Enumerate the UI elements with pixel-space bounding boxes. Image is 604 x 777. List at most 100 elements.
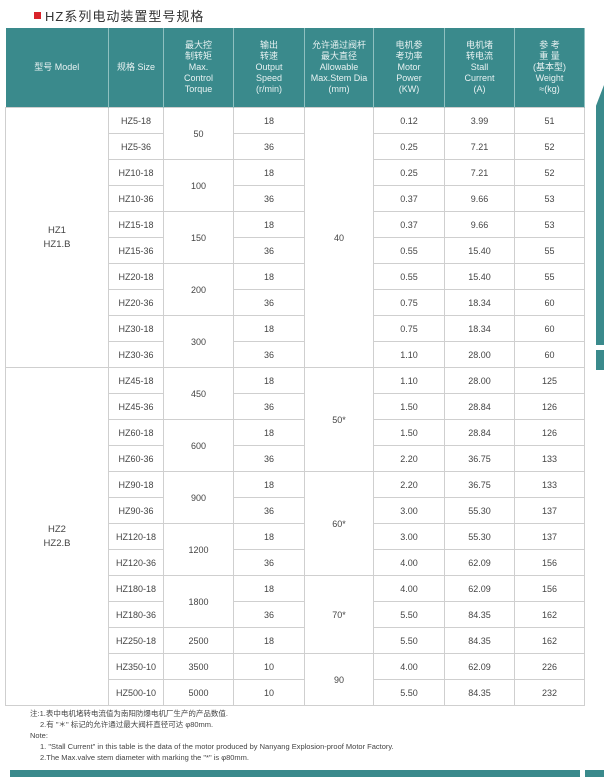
column-header: 电机堵 转电流 Stall Current (A) xyxy=(444,28,515,108)
speed-cell: 36 xyxy=(233,289,305,316)
table-row: HZ180-18 1800 18 70* 4.00 62.09 156 xyxy=(6,575,585,654)
size-cell: HZ90-18 xyxy=(108,471,164,498)
torque-cell: 150 xyxy=(163,211,234,264)
stem-dia-cell: 70* xyxy=(304,575,374,654)
side-decoration xyxy=(596,85,604,345)
power-cell: 1.10 xyxy=(373,367,445,394)
weight-cell: 60 xyxy=(514,315,585,342)
size-cell: HZ500-10 xyxy=(108,679,164,706)
power-cell: 3.00 xyxy=(373,523,445,550)
size-cell: HZ10-36 xyxy=(108,185,164,212)
column-header: 最大控 制转矩 Max. Control Torque xyxy=(163,28,234,108)
speed-cell: 36 xyxy=(233,549,305,576)
weight-cell: 125 xyxy=(514,367,585,394)
current-cell: 55.30 xyxy=(444,497,515,524)
table-row: HZ90-36 36 3.00 55.30 137 xyxy=(6,497,585,524)
current-cell: 7.21 xyxy=(444,159,515,186)
stem-dia-cell: 40 xyxy=(304,107,374,368)
current-cell: 15.40 xyxy=(444,263,515,290)
power-cell: 0.25 xyxy=(373,133,445,160)
power-cell: 0.25 xyxy=(373,159,445,186)
weight-cell: 60 xyxy=(514,341,585,368)
current-cell: 9.66 xyxy=(444,211,515,238)
speed-cell: 18 xyxy=(233,159,305,186)
table-row: HZ45-36 36 1.50 28.84 126 xyxy=(6,393,585,420)
speed-cell: 36 xyxy=(233,601,305,628)
current-cell: 18.34 xyxy=(444,289,515,316)
page-title: HZ系列电动装置型号规格 xyxy=(34,6,204,25)
current-cell: 36.75 xyxy=(444,471,515,498)
current-cell: 15.40 xyxy=(444,237,515,264)
current-cell: 62.09 xyxy=(444,653,515,680)
table-row: HZ15-18 150 18 0.37 9.66 53 xyxy=(6,211,585,264)
size-cell: HZ120-36 xyxy=(108,549,164,576)
weight-cell: 126 xyxy=(514,393,585,420)
speed-cell: 10 xyxy=(233,653,305,680)
weight-cell: 137 xyxy=(514,523,585,550)
table-row: HZ500-10 5000 10 5.50 84.35 232 xyxy=(6,679,585,706)
power-cell: 0.55 xyxy=(373,237,445,264)
weight-cell: 156 xyxy=(514,575,585,602)
weight-cell: 232 xyxy=(514,679,585,706)
stem-dia-cell: 60* xyxy=(304,471,374,576)
power-cell: 0.37 xyxy=(373,211,445,238)
size-cell: HZ180-18 xyxy=(108,575,164,602)
note-cn-1: 注:1.表中电机堵转电流值为南阳防爆电机厂生产的产品数值. xyxy=(30,709,228,718)
weight-cell: 162 xyxy=(514,627,585,654)
weight-cell: 52 xyxy=(514,159,585,186)
torque-cell: 900 xyxy=(163,471,234,524)
column-header: 规格 Size xyxy=(108,28,164,108)
current-cell: 28.00 xyxy=(444,367,515,394)
current-cell: 84.35 xyxy=(444,679,515,706)
speed-cell: 18 xyxy=(233,107,305,134)
speed-cell: 10 xyxy=(233,679,305,706)
weight-cell: 133 xyxy=(514,471,585,498)
power-cell: 2.20 xyxy=(373,471,445,498)
size-cell: HZ15-36 xyxy=(108,237,164,264)
size-cell: HZ45-18 xyxy=(108,367,164,394)
torque-cell: 1200 xyxy=(163,523,234,576)
power-cell: 5.50 xyxy=(373,627,445,654)
size-cell: HZ180-36 xyxy=(108,601,164,628)
note-cn-2: 2.有 "＊" 标记的允许通过最大阀杆直径可达 φ80mm. xyxy=(40,720,214,729)
model-cell: HZ1 HZ1.B xyxy=(5,107,109,368)
torque-cell: 50 xyxy=(163,107,234,160)
power-cell: 1.50 xyxy=(373,419,445,446)
size-cell: HZ30-36 xyxy=(108,341,164,368)
column-header: 型号 Model xyxy=(5,28,109,108)
table-row: HZ5-36 36 0.25 7.21 52 xyxy=(6,133,585,160)
size-cell: HZ5-36 xyxy=(108,133,164,160)
size-cell: HZ60-36 xyxy=(108,445,164,472)
torque-cell: 3500 xyxy=(163,653,234,680)
table-row: HZ2 HZ2.B HZ45-18 450 18 50* 1.10 28.00 125 xyxy=(5,367,585,706)
table-row: HZ250-18 2500 18 5.50 84.35 162 xyxy=(6,627,585,654)
power-cell: 2.20 xyxy=(373,445,445,472)
torque-cell: 300 xyxy=(163,315,234,368)
column-header: 参 考 重 量 (基本型) Weight ≈(kg) xyxy=(514,28,585,108)
weight-cell: 126 xyxy=(514,419,585,446)
speed-cell: 18 xyxy=(233,419,305,446)
table-row: HZ180-36 36 5.50 84.35 162 xyxy=(6,601,585,628)
size-cell: HZ30-18 xyxy=(108,315,164,342)
weight-cell: 226 xyxy=(514,653,585,680)
current-cell: 36.75 xyxy=(444,445,515,472)
weight-cell: 51 xyxy=(514,107,585,134)
stem-dia-cell: 50* xyxy=(304,367,374,472)
speed-cell: 36 xyxy=(233,445,305,472)
speed-cell: 36 xyxy=(233,237,305,264)
size-cell: HZ20-36 xyxy=(108,289,164,316)
size-cell: HZ60-18 xyxy=(108,419,164,446)
model-cell: HZ2 HZ2.B xyxy=(5,367,109,706)
notes: 注:1.表中电机堵转电流值为南阳防爆电机厂生产的产品数值. 2.有 "＊" 标记… xyxy=(30,708,394,763)
power-cell: 0.75 xyxy=(373,289,445,316)
spec-table: 型号 Model 规格 Size 最大控 制转矩 Max. Control Torq… xyxy=(5,28,585,706)
power-cell: 5.50 xyxy=(373,679,445,706)
size-cell: HZ90-36 xyxy=(108,497,164,524)
note-label: Note: xyxy=(30,731,48,740)
size-cell: HZ250-18 xyxy=(108,627,164,654)
stem-dia-cell: 90 xyxy=(304,653,374,706)
torque-cell: 450 xyxy=(163,367,234,420)
speed-cell: 18 xyxy=(233,627,305,654)
current-cell: 9.66 xyxy=(444,185,515,212)
size-cell: HZ10-18 xyxy=(108,159,164,186)
